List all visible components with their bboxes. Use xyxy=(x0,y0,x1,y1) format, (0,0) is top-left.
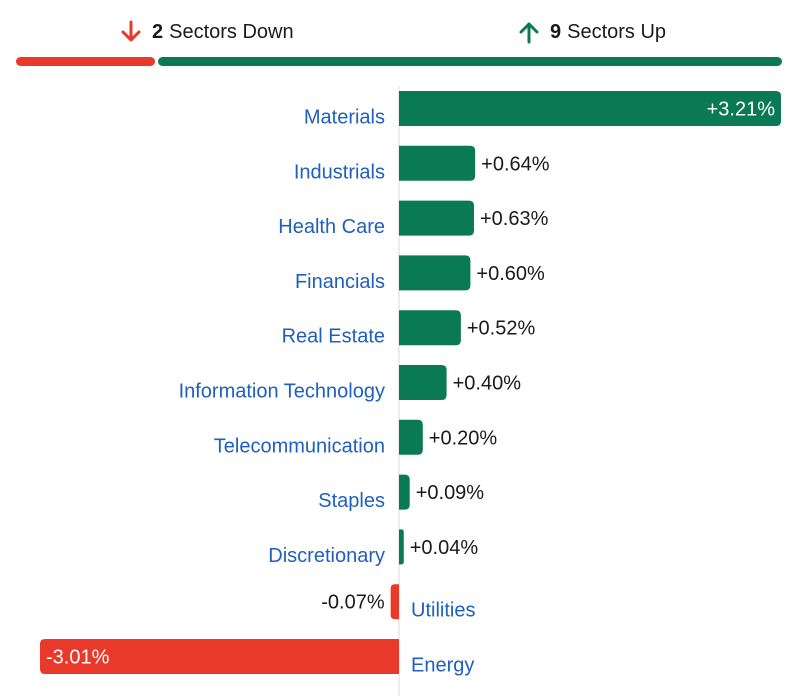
category-label[interactable]: Information Technology xyxy=(179,381,385,403)
value-label: -3.01% xyxy=(46,647,110,669)
value-label: +0.60% xyxy=(476,263,545,285)
value-label: +0.40% xyxy=(453,373,522,395)
arrow-up-icon xyxy=(519,22,539,44)
category-label[interactable]: Industrials xyxy=(294,161,385,183)
sector-summary: 2 Sectors Down 9 Sectors Up xyxy=(0,0,793,70)
bar-staples xyxy=(399,474,410,510)
category-label[interactable]: Utilities xyxy=(411,600,475,622)
value-label: +0.63% xyxy=(480,208,549,230)
category-label[interactable]: Discretionary xyxy=(268,545,385,567)
bar-financials xyxy=(399,255,471,291)
value-label: -0.07% xyxy=(321,592,385,614)
value-label: +0.52% xyxy=(467,318,536,340)
sectors-up-ratio-bar xyxy=(157,57,782,66)
sectors-up-label: Sectors Up xyxy=(567,20,667,43)
category-label[interactable]: Materials xyxy=(304,107,385,129)
value-label: +0.20% xyxy=(429,427,498,449)
value-label: +3.21% xyxy=(707,99,776,121)
category-label[interactable]: Health Care xyxy=(278,216,385,238)
category-label[interactable]: Real Estate xyxy=(282,326,385,348)
category-label[interactable]: Financials xyxy=(295,271,385,293)
bar-materials xyxy=(399,91,781,126)
category-label[interactable]: Energy xyxy=(411,655,474,677)
sectors-up-count: 9 xyxy=(550,20,562,43)
sectors-down-summary: 2 Sectors Down xyxy=(118,18,294,46)
bar-information-technology xyxy=(399,365,447,400)
value-label: +0.64% xyxy=(481,153,550,175)
category-label[interactable]: Telecommunication xyxy=(214,435,385,457)
sectors-up-summary: 9 Sectors Up xyxy=(516,18,666,46)
bar-health-care xyxy=(399,200,474,236)
bar-discretionary xyxy=(399,529,404,565)
bar-energy xyxy=(40,639,399,674)
bar-utilities xyxy=(390,584,399,620)
sectors-down-label: Sectors Down xyxy=(169,20,294,43)
bar-telecommunication xyxy=(399,419,423,455)
value-label: +0.09% xyxy=(416,482,485,504)
bar-real-estate xyxy=(399,310,461,346)
category-label[interactable]: Staples xyxy=(318,490,385,512)
sectors-down-ratio-bar xyxy=(16,57,155,66)
sectors-down-count: 2 xyxy=(152,20,164,43)
arrow-down-icon xyxy=(121,20,141,42)
bar-industrials xyxy=(399,145,476,181)
value-label: +0.04% xyxy=(410,537,479,559)
